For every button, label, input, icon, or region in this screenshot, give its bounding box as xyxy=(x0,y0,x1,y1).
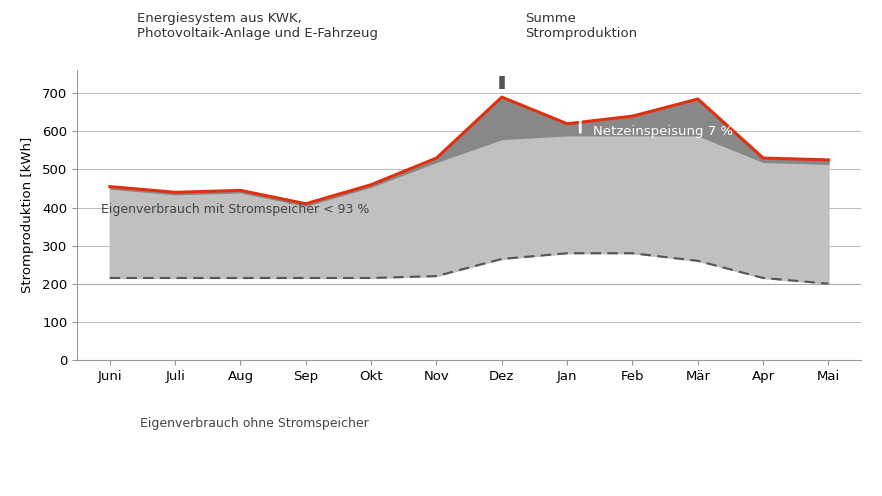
Text: Netzeinspeisung 7 %: Netzeinspeisung 7 % xyxy=(594,125,734,138)
Text: Energiesystem aus KWK,: Energiesystem aus KWK, xyxy=(137,12,302,25)
Y-axis label: Stromproduktion [kWh]: Stromproduktion [kWh] xyxy=(21,137,34,293)
Text: Summe: Summe xyxy=(525,12,576,25)
Text: Photovoltaik-Anlage und E-Fahrzeug: Photovoltaik-Anlage und E-Fahrzeug xyxy=(137,27,377,40)
Text: Eigenverbrauch ohne Stromspeicher: Eigenverbrauch ohne Stromspeicher xyxy=(140,417,369,430)
Text: Eigenverbrauch mit Stromspeicher < 93 %: Eigenverbrauch mit Stromspeicher < 93 % xyxy=(101,203,369,216)
Text: Stromproduktion: Stromproduktion xyxy=(525,27,637,40)
